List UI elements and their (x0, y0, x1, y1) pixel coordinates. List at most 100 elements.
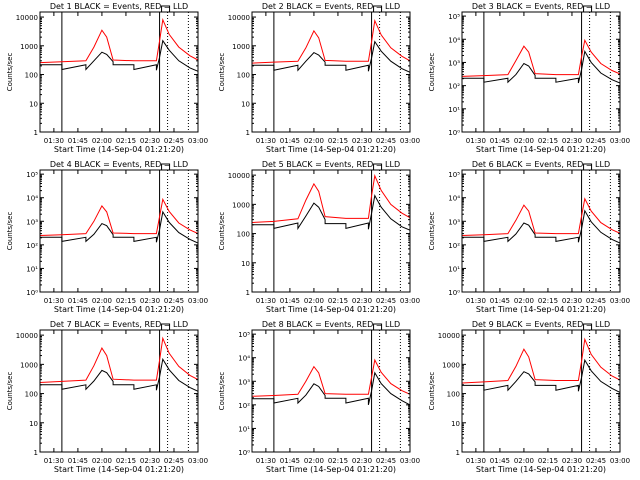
x-tick-label: 01:45 (68, 457, 88, 465)
y-axis-label: Counts/sec (6, 212, 14, 251)
y-tick-label: 10⁰ (448, 129, 460, 137)
x-axis-label: Start Time (14-Sep-04 01:21:20) (54, 145, 184, 154)
y-tick-label: 10⁵ (26, 171, 38, 179)
x-tick-label: 02:30 (562, 297, 582, 305)
y-tick-label: 10000 (16, 14, 38, 22)
y-tick-label: 10² (448, 83, 460, 91)
y-axis-label: Counts/sec (218, 372, 226, 411)
x-tick-label: 02:45 (376, 457, 396, 465)
y-tick-label: 10⁵ (448, 171, 460, 179)
x-axis-label: Start Time (14-Sep-04 01:21:20) (476, 145, 606, 154)
y-tick-label: 10³ (238, 378, 250, 386)
series-line-lld (462, 197, 620, 236)
x-tick-label: 01:30 (256, 137, 276, 145)
x-tick-label: 01:30 (466, 137, 486, 145)
x-tick-label: 02:15 (116, 137, 136, 145)
x-tick-label: 02:15 (538, 457, 558, 465)
series-line-lld (462, 337, 620, 384)
y-tick-label: 100 (25, 391, 38, 399)
y-axis-label: Counts/sec (218, 53, 226, 92)
x-tick-label: 02:00 (514, 457, 534, 465)
series-line-events (462, 209, 620, 244)
detector-panel-4: Det 4 BLACK = Events, RED = LLD 10⁰ 10¹ 10²… (6, 160, 208, 314)
x-tick-label: 02:30 (140, 137, 160, 145)
y-tick-label: 10² (448, 242, 460, 250)
x-tick-label: 03:00 (610, 137, 630, 145)
x-axis-label: Start Time (14-Sep-04 01:21:20) (54, 305, 184, 314)
y-tick-label: 10¹ (238, 425, 250, 433)
legend-box-icon (373, 5, 383, 13)
y-tick-label: 1000 (232, 201, 250, 209)
x-tick-label: 02:00 (304, 457, 324, 465)
x-tick-label: 02:45 (164, 457, 184, 465)
series-line-lld (462, 38, 620, 77)
series-line-lld (40, 336, 198, 383)
x-axis-label: Start Time (14-Sep-04 01:21:20) (476, 305, 606, 314)
x-tick-label: 02:30 (352, 297, 372, 305)
x-tick-label: 02:00 (514, 297, 534, 305)
x-tick-label: 01:30 (44, 457, 64, 465)
x-tick-label: 03:00 (188, 457, 208, 465)
x-tick-label: 01:30 (44, 137, 64, 145)
y-tick-label: 10⁴ (448, 195, 460, 203)
x-tick-label: 01:45 (490, 137, 510, 145)
panel-title: Det 8 BLACK = Events, RED = LLD (262, 320, 400, 329)
legend-box-icon (373, 323, 383, 331)
x-tick-label: 02:15 (116, 297, 136, 305)
y-tick-label: 10² (238, 402, 250, 410)
y-axis-label: Counts/sec (218, 212, 226, 251)
detector-panel-2: Det 2 BLACK = Events, RED = LLD 1 10 100 100… (218, 2, 420, 154)
detector-panel-9: Det 9 BLACK = Events, RED = LLD 1 10 100 100… (428, 320, 630, 474)
x-tick-label: 02:45 (376, 297, 396, 305)
x-tick-label: 01:45 (280, 297, 300, 305)
panel-title: Det 6 BLACK = Events, RED = LLD (472, 160, 610, 169)
y-tick-label: 10⁰ (26, 289, 38, 297)
y-tick-label: 10000 (438, 332, 460, 340)
y-tick-label: 100 (25, 72, 38, 80)
y-tick-label: 10000 (16, 332, 38, 340)
legend-box-icon (583, 163, 593, 171)
panel-title: Det 9 BLACK = Events, RED = LLD (472, 320, 610, 329)
panel-title: Det 1 BLACK = Events, RED = LLD (50, 2, 188, 11)
x-tick-label: 02:30 (352, 137, 372, 145)
x-tick-label: 03:00 (188, 137, 208, 145)
x-tick-label: 02:30 (140, 297, 160, 305)
x-tick-label: 02:45 (376, 137, 396, 145)
x-tick-label: 02:00 (304, 297, 324, 305)
panel-title: Det 2 BLACK = Events, RED = LLD (262, 2, 400, 11)
x-tick-label: 02:30 (140, 457, 160, 465)
detector-panel-5: Det 5 BLACK = Events, RED = LLD 1 10 100 100… (218, 160, 420, 314)
y-tick-label: 10000 (228, 172, 250, 180)
y-axis-label: Counts/sec (428, 212, 436, 251)
y-tick-label: 1000 (20, 361, 38, 369)
x-axis-label: Start Time (14-Sep-04 01:21:20) (266, 465, 396, 474)
x-tick-label: 03:00 (188, 297, 208, 305)
x-tick-label: 02:15 (538, 297, 558, 305)
y-tick-label: 100 (237, 231, 250, 239)
y-axis-label: Counts/sec (428, 53, 436, 92)
series-line-lld (40, 18, 198, 64)
y-tick-label: 1 (456, 449, 460, 457)
x-tick-label: 01:45 (280, 137, 300, 145)
y-tick-label: 1 (34, 449, 38, 457)
series-line-events (462, 49, 620, 84)
y-tick-label: 10 (241, 100, 250, 108)
x-tick-label: 02:00 (514, 137, 534, 145)
x-tick-label: 01:45 (490, 457, 510, 465)
x-tick-label: 02:15 (328, 137, 348, 145)
panel-title: Det 5 BLACK = Events, RED = LLD (262, 160, 400, 169)
x-tick-label: 02:30 (562, 137, 582, 145)
detector-panel-8: Det 8 BLACK = Events, RED = LLD 10⁰ 10¹ 10²… (218, 320, 420, 474)
series-line-events (462, 358, 620, 393)
x-tick-label: 02:15 (538, 137, 558, 145)
y-tick-label: 10¹ (448, 265, 460, 273)
plot-frame (251, 169, 411, 293)
series-line-lld (252, 18, 410, 64)
x-tick-label: 01:45 (490, 297, 510, 305)
x-tick-label: 02:45 (164, 137, 184, 145)
x-tick-label: 02:30 (352, 457, 372, 465)
x-tick-label: 03:00 (400, 137, 420, 145)
y-tick-label: 10³ (26, 218, 38, 226)
y-tick-label: 10⁰ (238, 449, 250, 457)
